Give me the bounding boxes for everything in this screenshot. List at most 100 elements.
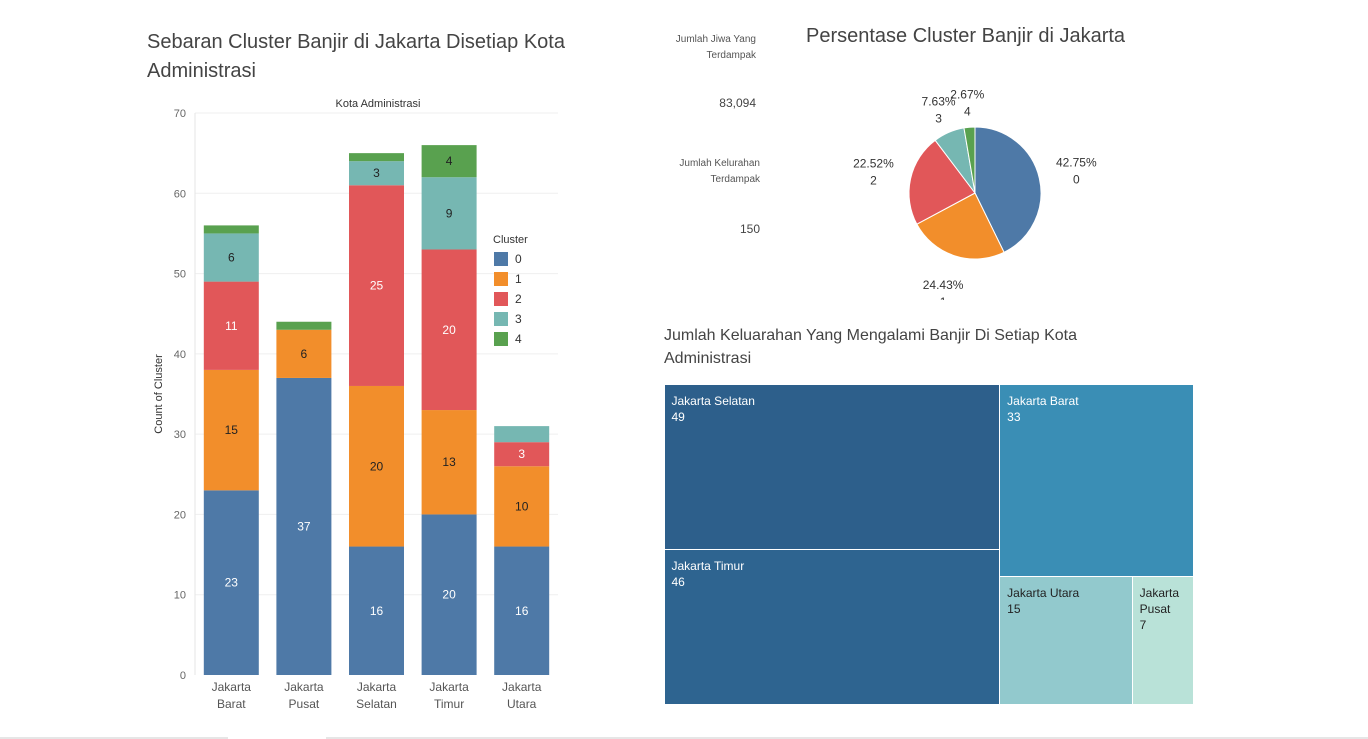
bar-segment-cluster-3 (421, 177, 477, 250)
bar-segment-cluster-4 (203, 225, 259, 234)
pie-cluster-label: 4 (964, 104, 971, 118)
bar-data-label: 6 (228, 251, 235, 265)
pie-chart-title: Persentase Cluster Banjir di Jakarta (806, 25, 1126, 47)
treemap-chart: Jakarta Selatan 49 Jakarta Timur 46 Jakarta … (664, 384, 1194, 705)
pie-cluster-label: 1 (940, 295, 947, 300)
pie-slice-cluster-0 (974, 126, 1042, 253)
bar-data-label: 11 (225, 319, 238, 333)
bar-segment-cluster-1 (421, 410, 477, 515)
treemap-cell: Jakarta Pusat 7 (1132, 577, 1194, 705)
bar-data-label: 37 (297, 519, 311, 533)
treemap-cell-value: 46 (671, 575, 685, 590)
pie-percent-label: 24.43% (923, 278, 964, 292)
y-tick-label: 50 (174, 269, 186, 281)
bar-data-label: 3 (518, 447, 525, 461)
bar-data-label: 6 (301, 347, 308, 361)
bar-segment-cluster-4 (276, 321, 332, 330)
y-tick-label: 10 (174, 590, 186, 602)
bar-segment-cluster-0 (421, 514, 477, 675)
bar-segment-cluster-2 (203, 281, 259, 370)
pie-cluster-label: 2 (870, 174, 877, 188)
y-axis-title: Count of Cluster (153, 354, 165, 434)
bar-segment-cluster-1 (203, 369, 259, 491)
bar-segment-cluster-3 (349, 161, 404, 186)
treemap-cell-label: Jakarta Utara (1007, 586, 1080, 601)
bar-data-label: 15 (225, 423, 239, 437)
bar-data-label: 9 (446, 206, 453, 220)
bar-data-label: 16 (515, 604, 529, 618)
bar-data-label: 20 (442, 323, 456, 337)
treemap-title: Jumlah Keluarahan Yang Mengalami Banjir … (664, 327, 1077, 367)
treemap-cell-label: Jakarta Barat (1007, 393, 1079, 408)
pie-cluster-label: 0 (1073, 173, 1080, 187)
bar-data-label: 3 (373, 166, 380, 180)
treemap-cell-label: Jakarta Timur (671, 559, 745, 574)
bar-segment-cluster-0 (203, 490, 259, 675)
bar-data-label: 4 (446, 154, 453, 168)
treemap-cell: Jakarta Timur 46 (664, 550, 1000, 705)
pie-percent-label: 22.52% (853, 157, 894, 171)
pie-percent-label: 42.75% (1056, 156, 1097, 170)
y-tick-label: 60 (174, 188, 186, 200)
bar-segment-cluster-3 (203, 233, 259, 282)
pie-slice-cluster-4 (963, 126, 976, 194)
bar-segment-cluster-4 (349, 153, 404, 162)
bar-data-label: 23 (225, 576, 239, 590)
pie-slice-cluster-2 (908, 139, 976, 225)
bar-segment-cluster-1 (494, 466, 550, 547)
bar-segment-cluster-3 (494, 426, 550, 443)
legend-swatch-0 (494, 252, 508, 266)
x-tick-label: Jakarta (284, 680, 324, 694)
treemap-cell-value: 15 (1007, 602, 1021, 617)
treemap-cell-value: 33 (1007, 409, 1021, 424)
y-tick-label: 70 (174, 108, 186, 120)
legend-swatch-2 (494, 292, 508, 306)
x-tick-label: Selatan (356, 697, 397, 711)
kpi-kelurahan-value: 150 (739, 222, 760, 236)
treemap-cell: Jakarta Utara 15 (1000, 577, 1132, 705)
bar-segment-cluster-1 (276, 329, 332, 378)
legend-label: 3 (515, 312, 522, 326)
legend-swatch-1 (494, 272, 508, 286)
bar-segment-cluster-2 (349, 185, 404, 386)
legend-label: 0 (515, 252, 522, 266)
kpi-jiwa-value: 83,094 (719, 96, 756, 110)
y-tick-label: 0 (180, 670, 186, 682)
x-tick-label: Utara (507, 697, 537, 711)
kpi-jiwa-label: Jumlah Jiwa Yang Terdampak (675, 34, 756, 61)
column-header: Kota Administrasi (336, 98, 421, 110)
bar-segment-cluster-4 (421, 145, 477, 178)
legend-label: 2 (515, 292, 522, 306)
sheet-tab-bar (0, 737, 1368, 739)
x-tick-label: Jakarta (429, 680, 469, 694)
x-tick-label: Barat (217, 697, 246, 711)
bar-segment-cluster-0 (276, 377, 332, 675)
treemap-cell-value: 7 (1139, 618, 1147, 633)
bar-data-label: 20 (442, 588, 456, 602)
x-tick-label: Timur (434, 697, 464, 711)
legend-swatch-3 (494, 312, 508, 326)
pie-percent-label: 7.63% (922, 95, 956, 109)
legend-label: 4 (515, 332, 522, 346)
bar-segment-cluster-2 (421, 249, 477, 411)
active-sheet-tab[interactable] (228, 736, 326, 739)
y-tick-label: 20 (174, 509, 186, 521)
bar-data-label: 10 (515, 499, 529, 513)
treemap-cell: Jakarta Selatan 49 (664, 384, 1000, 550)
bar-data-label: 20 (370, 459, 384, 473)
x-tick-label: Pusat (289, 697, 320, 711)
kpi-kelurahan-label: Jumlah Kelurahan Terdampak (679, 158, 760, 185)
bar-segment-cluster-1 (349, 385, 404, 547)
bar-data-label: 25 (370, 279, 384, 293)
legend-label: 1 (515, 272, 522, 286)
bar-data-label: 16 (370, 604, 384, 618)
bar-data-label: 13 (442, 455, 456, 469)
treemap-cell-value: 49 (671, 409, 685, 424)
treemap-cell-label: Jakarta Selatan (671, 393, 755, 408)
bar-segment-cluster-0 (494, 546, 550, 675)
treemap-cell: Jakarta Barat 33 (1000, 384, 1194, 577)
legend-title: Cluster (493, 234, 528, 246)
pie-percent-label: 2.67% (950, 87, 984, 101)
pie-cluster-label: 3 (935, 112, 942, 126)
